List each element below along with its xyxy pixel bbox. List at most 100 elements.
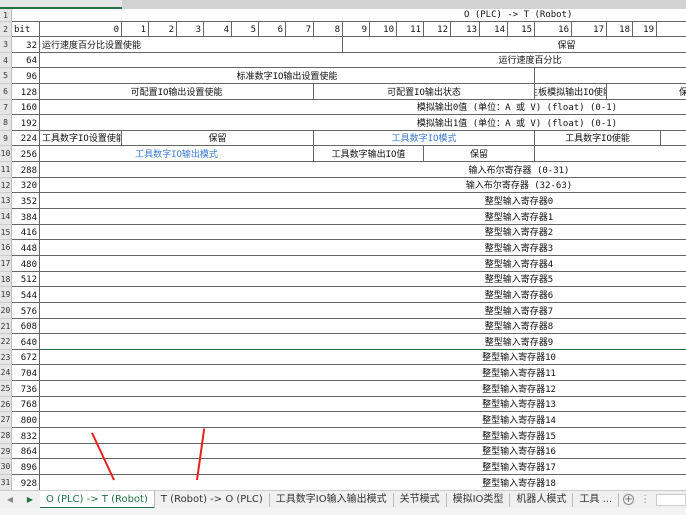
- cell[interactable]: 224: [12, 130, 40, 147]
- row-header[interactable]: 10: [0, 146, 12, 163]
- register-row[interactable]: 输入布尔寄存器 (0-31): [40, 162, 686, 178]
- row-header[interactable]: 8: [0, 115, 12, 131]
- cell[interactable]: 160: [12, 99, 40, 116]
- cell[interactable]: 可配置IO输出设置使能: [40, 83, 314, 100]
- register-row[interactable]: 输入布尔寄存器 (32-63): [40, 178, 686, 194]
- cell[interactable]: 6: [259, 22, 286, 37]
- cell[interactable]: 16: [535, 22, 572, 37]
- row-header[interactable]: 18: [0, 271, 12, 288]
- row-header[interactable]: 20: [0, 302, 12, 319]
- cell[interactable]: 2: [149, 22, 177, 37]
- row-header[interactable]: 16: [0, 240, 12, 256]
- spreadsheet-grid[interactable]: 1 2 3 4 5 6 7 8 9 10 11 12 13 14 15 16 17 18 19 20 21 22 23 24 2…: [0, 9, 686, 490]
- register-row[interactable]: 整型输入寄存器15: [40, 428, 686, 444]
- row-header[interactable]: 29: [0, 443, 12, 460]
- register-row[interactable]: 整型输入寄存器2: [40, 225, 686, 241]
- cell[interactable]: 10: [370, 22, 397, 37]
- row-header[interactable]: 13: [0, 193, 12, 210]
- row-header[interactable]: 4: [0, 52, 12, 69]
- register-row[interactable]: 整型输入寄存器14: [40, 412, 686, 428]
- cell[interactable]: 模拟输出0值 (单位：A 或 V) (float) (0-1): [40, 100, 686, 116]
- cell[interactable]: 1: [122, 22, 149, 37]
- row-header[interactable]: 17: [0, 255, 12, 272]
- cell[interactable]: 640: [12, 334, 40, 350]
- row-header[interactable]: 6: [0, 83, 12, 100]
- row-header[interactable]: 24: [0, 365, 12, 382]
- cell[interactable]: 运行速度百分比设置使能: [40, 37, 343, 53]
- cell[interactable]: 320: [12, 177, 40, 194]
- register-row[interactable]: 整型输入寄存器11: [40, 365, 686, 382]
- row-header[interactable]: 1: [0, 9, 12, 22]
- register-row[interactable]: 整型输入寄存器3: [40, 240, 686, 256]
- cell[interactable]: 主板模拟输出IO使能: [535, 83, 607, 100]
- cell[interactable]: 864: [12, 443, 40, 460]
- cell[interactable]: 192: [12, 115, 40, 131]
- cell[interactable]: 20: [657, 22, 686, 37]
- row-header[interactable]: 31: [0, 474, 12, 490]
- cell[interactable]: 保留: [343, 37, 686, 53]
- cell[interactable]: 19: [633, 22, 657, 37]
- register-row[interactable]: 整型输入寄存器4: [40, 256, 686, 272]
- row-header[interactable]: 28: [0, 428, 12, 444]
- cell[interactable]: 18: [607, 22, 633, 37]
- cell[interactable]: 5: [232, 22, 259, 37]
- horizontal-scrollbar[interactable]: [656, 493, 686, 506]
- row-header[interactable]: 7: [0, 99, 12, 116]
- cell[interactable]: 32: [12, 37, 40, 53]
- cell[interactable]: 672: [12, 349, 40, 366]
- cell[interactable]: 64: [12, 52, 40, 69]
- cell[interactable]: 7: [286, 22, 314, 37]
- row-header[interactable]: 22: [0, 334, 12, 350]
- cell[interactable]: 352: [12, 193, 40, 210]
- cell[interactable]: 14: [480, 22, 508, 37]
- sheet-tab[interactable]: 模拟IO类型: [447, 492, 511, 507]
- cell[interactable]: [661, 131, 686, 147]
- cell[interactable]: 8: [314, 22, 343, 37]
- cell[interactable]: 896: [12, 459, 40, 475]
- row-header[interactable]: 27: [0, 412, 12, 428]
- row-header[interactable]: 9: [0, 130, 12, 147]
- register-row[interactable]: 整型输入寄存器5: [40, 272, 686, 288]
- row-header[interactable]: 30: [0, 459, 12, 475]
- register-row[interactable]: 整型输入寄存器10: [40, 350, 686, 366]
- row-header[interactable]: 23: [0, 349, 12, 366]
- cell[interactable]: 128: [12, 83, 40, 100]
- row-header[interactable]: 3: [0, 37, 12, 53]
- register-row[interactable]: 整型输入寄存器0: [40, 193, 686, 210]
- register-row[interactable]: 整型输入寄存器9: [40, 334, 686, 350]
- row-header[interactable]: 14: [0, 209, 12, 225]
- cell[interactable]: 0: [40, 22, 122, 37]
- cell[interactable]: 保留: [607, 84, 686, 100]
- cell[interactable]: 工具数字IO输出模式: [40, 146, 314, 163]
- cell[interactable]: 800: [12, 412, 40, 428]
- cell[interactable]: O (PLC) -> T (Robot): [12, 9, 686, 22]
- cell[interactable]: 工具数字IO使能: [535, 130, 661, 147]
- cell[interactable]: 3: [177, 22, 204, 37]
- row-header[interactable]: 11: [0, 162, 12, 178]
- sheet-tab[interactable]: T (Robot) -> O (PLC): [155, 492, 270, 507]
- cell[interactable]: [535, 146, 686, 163]
- sheet-tab[interactable]: 工具数字IO输入输出模式: [270, 492, 394, 507]
- cell[interactable]: 704: [12, 365, 40, 382]
- prev-sheet-icon[interactable]: ◀: [6, 495, 14, 504]
- row-header[interactable]: 26: [0, 396, 12, 413]
- sheet-tab[interactable]: 工具 ...: [573, 492, 620, 507]
- cell[interactable]: 工具数字IO设置使能: [40, 130, 122, 147]
- cell[interactable]: 17: [572, 22, 607, 37]
- row-header[interactable]: 2: [0, 22, 12, 37]
- cell[interactable]: 576: [12, 302, 40, 319]
- cell[interactable]: 736: [12, 381, 40, 397]
- sheet-tab[interactable]: 机器人模式: [510, 492, 574, 507]
- cell[interactable]: 保留: [122, 130, 314, 147]
- cell[interactable]: 15: [508, 22, 535, 37]
- cell[interactable]: 480: [12, 255, 40, 272]
- register-row[interactable]: 整型输入寄存器16: [40, 444, 686, 460]
- more-icon[interactable]: ⋮: [640, 494, 651, 505]
- cell[interactable]: 608: [12, 318, 40, 335]
- cell[interactable]: 模拟输出1值 (单位：A 或 V) (float) (0-1): [40, 115, 686, 131]
- register-row[interactable]: 整型输入寄存器12: [40, 381, 686, 397]
- cell[interactable]: 288: [12, 162, 40, 178]
- cell[interactable]: [535, 68, 686, 84]
- cell[interactable]: 工具数字IO模式: [314, 130, 535, 147]
- register-row[interactable]: 整型输入寄存器17: [40, 459, 686, 475]
